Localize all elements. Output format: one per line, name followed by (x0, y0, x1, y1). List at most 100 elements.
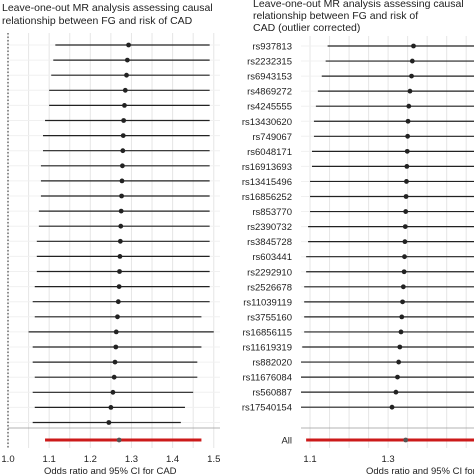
point-estimate (406, 103, 412, 109)
point-estimate (119, 193, 124, 199)
point-estimate (120, 133, 126, 139)
snp-label: rs749067 (252, 132, 292, 143)
point-estimate (393, 389, 399, 395)
point-estimate (115, 314, 120, 320)
point-estimate (389, 404, 395, 410)
x-tick-label: 1.0 (1, 454, 14, 465)
point-estimate (119, 178, 125, 184)
point-estimate (404, 148, 410, 154)
snp-label: rs882020 (252, 358, 292, 369)
point-estimate (117, 254, 123, 259)
snp-label: rs3845728 (247, 237, 292, 248)
x-tick-label: 1.4 (166, 454, 179, 465)
left-title-line-1: Leave-one-out MR analysis assessing caus… (2, 2, 213, 14)
left-gridlines (7, 33, 220, 448)
snp-label: rs3755160 (247, 312, 292, 323)
point-estimate (405, 133, 411, 139)
snp-label: rs853770 (252, 207, 292, 218)
right-estimate-rows (301, 43, 474, 410)
snp-label: rs6943153 (247, 72, 292, 83)
snp-label: rs4245555 (247, 102, 292, 113)
left-panel: Leave-one-out MR analysis assessing caus… (1, 2, 220, 474)
left-estimate-rows (28, 42, 214, 425)
left-x-tick-labels: 1.0 1.1 1.2 1.3 1.4 1.5 (1, 454, 220, 465)
point-estimate (113, 344, 119, 350)
point-estimate (118, 223, 124, 229)
point-estimate (402, 239, 408, 245)
point-estimate (402, 224, 408, 230)
point-estimate (112, 359, 118, 365)
snp-label: rs2232315 (247, 57, 292, 68)
point-estimate (118, 208, 124, 214)
point-estimate (116, 284, 122, 289)
snp-label: rs560887 (252, 388, 292, 399)
point-estimate (399, 314, 405, 320)
snp-label: rs13415496 (242, 177, 292, 188)
point-estimate (401, 269, 407, 275)
point-estimate (398, 329, 404, 335)
right-title-line-3: CAD (outlier corrected) (253, 22, 360, 34)
snp-label: rs17540154 (242, 403, 292, 414)
point-estimate (124, 57, 130, 63)
point-estimate (402, 254, 407, 260)
point-estimate (110, 389, 116, 395)
point-estimate (400, 284, 406, 290)
right-title-line-1: Leave-one-out MR analysis assessing caus… (253, 0, 464, 10)
point-estimate (403, 194, 409, 199)
x-tick-label: 1.1 (43, 454, 56, 465)
point-estimate (404, 164, 410, 169)
snp-label: rs13430620 (242, 117, 292, 128)
x-tick-label: 1.2 (84, 454, 97, 465)
point-estimate (397, 344, 403, 350)
point-estimate (126, 42, 131, 48)
snp-label: rs4869272 (247, 87, 292, 98)
point-estimate (113, 329, 119, 335)
left-x-axis-label: Odds ratio and 95% CI for CAD (44, 466, 177, 474)
snp-label: rs2390732 (247, 222, 292, 233)
point-estimate (117, 238, 123, 244)
point-estimate (106, 420, 112, 425)
point-estimate (407, 88, 413, 94)
left-title-line-2: relationship between FG and risk of CAD (2, 15, 193, 27)
point-estimate (411, 43, 416, 49)
right-panel: Leave-one-out MR analysis assessing caus… (242, 0, 474, 474)
point-estimate (117, 269, 122, 274)
snp-label: rs16856252 (242, 192, 292, 203)
point-estimate (404, 179, 409, 184)
snp-label: rs16913693 (242, 162, 292, 173)
snp-label: rs2292910 (247, 267, 292, 278)
snp-label: rs11039119 (243, 297, 292, 308)
right-snp-labels: rs937813 rs2232315 rs6943153 rs4869272 rs424… (242, 42, 292, 447)
point-estimate (122, 103, 127, 108)
snp-label: rs11676084 (243, 373, 292, 384)
point-estimate (111, 374, 117, 380)
right-overall-estimate (306, 437, 474, 443)
left-overall-estimate (45, 437, 202, 443)
point-estimate (115, 299, 121, 305)
x-tick-label: 1.1 (303, 454, 316, 465)
point-estimate (405, 118, 411, 124)
right-title-line-2: relationship between FG and risk of (253, 10, 418, 22)
point-estimate (395, 374, 400, 380)
point-estimate (409, 58, 415, 64)
snp-label: rs937813 (252, 42, 292, 53)
x-tick-label: 1.3 (382, 454, 395, 465)
point-estimate (108, 405, 114, 410)
point-estimate (409, 73, 414, 79)
x-tick-label: 1.5 (207, 454, 220, 465)
point-estimate (396, 359, 402, 365)
snp-label: rs603441 (252, 252, 292, 263)
point-estimate (403, 209, 409, 214)
point-estimate (124, 72, 129, 78)
snp-label: rs6048171 (247, 147, 292, 158)
overall-label: All (281, 436, 292, 447)
snp-label: rs2526678 (247, 282, 292, 293)
point-estimate (120, 148, 126, 154)
point-estimate (122, 87, 128, 93)
overall-point-estimate (403, 437, 409, 443)
snp-label: rs11619319 (243, 343, 292, 354)
point-estimate (120, 163, 125, 169)
point-estimate (400, 299, 405, 305)
snp-label: rs16856115 (243, 327, 292, 338)
